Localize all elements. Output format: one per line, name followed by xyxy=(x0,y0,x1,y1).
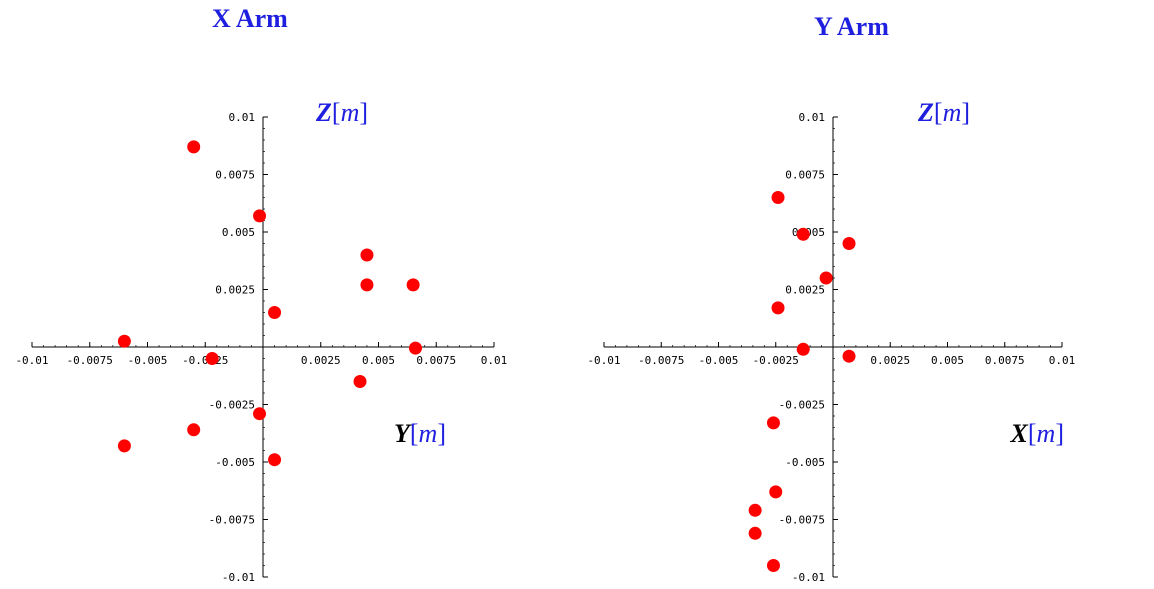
x-arm-x-tick-label: 0.0075 xyxy=(416,354,456,367)
y-arm-data-point xyxy=(766,416,780,430)
y-arm-y-tick-label: 0.01 xyxy=(799,111,826,124)
y-arm-chart-title: Y Arm xyxy=(814,12,889,41)
y-arm-data-point xyxy=(796,227,810,241)
y-arm-data-point xyxy=(748,503,762,517)
x-arm-plot: -0.01 -0.0075 -0.005 -0.0025 0.0025 0.005 0.00… xyxy=(15,98,507,584)
x-arm-data-point xyxy=(253,209,267,223)
y-arm-x-tick-label: 0.01 xyxy=(1049,354,1076,367)
y-arm-x-tick-label: 0.0075 xyxy=(985,354,1025,367)
y-arm-x-tick-label: -0.0075 xyxy=(638,354,684,367)
y-arm-data-point xyxy=(769,485,783,499)
y-arm-data-point xyxy=(766,559,780,572)
y-arm-x-tick-label: -0.01 xyxy=(587,354,620,367)
y-arm-data-point xyxy=(819,271,833,285)
x-arm-y-tick-label: 0.01 xyxy=(229,111,256,124)
x-arm-data-point xyxy=(187,423,201,437)
y-arm-data-point xyxy=(771,301,785,315)
x-arm-x-axis-label: Y[m] xyxy=(394,419,446,448)
y-arm-x-axis-label: X[m] xyxy=(1010,419,1064,448)
x-arm-data-point xyxy=(353,375,367,388)
x-arm-data-point xyxy=(117,439,131,453)
x-arm-chart-title: X Arm xyxy=(212,4,288,33)
x-arm-x-tick-label: -0.0025 xyxy=(182,354,228,367)
x-arm-y-tick-label: -0.0075 xyxy=(209,514,255,527)
y-arm-y-tick-label: 0.0025 xyxy=(785,284,825,297)
x-arm-y-tick-label: 0.0075 xyxy=(215,169,255,182)
x-arm-data-point xyxy=(268,453,282,467)
x-arm-y-tick-label: -0.0025 xyxy=(209,399,255,412)
y-arm-data-point xyxy=(748,526,762,540)
x-arm-y-axis-label: Z[m] xyxy=(315,98,368,127)
x-arm-data-point xyxy=(117,334,131,348)
y-arm-plot: -0.01 -0.0075 -0.005 -0.0025 0.0025 0.005 0.00… xyxy=(587,98,1075,584)
x-arm-data-point xyxy=(360,248,374,262)
x-arm-data-point xyxy=(253,407,267,421)
y-arm-x-tick-label: -0.005 xyxy=(699,354,739,367)
y-arm-x-tick-label: -0.0025 xyxy=(753,354,799,367)
y-arm-y-tick-label: -0.0025 xyxy=(779,399,825,412)
x-arm-data-point xyxy=(268,306,282,319)
x-arm-data-point xyxy=(408,341,422,355)
y-arm-x-tick-label: 0.005 xyxy=(931,354,964,367)
x-arm-y-tick-label: 0.0025 xyxy=(215,284,255,297)
x-arm-data-point xyxy=(360,278,374,292)
x-arm-x-tick-label: -0.0075 xyxy=(67,354,113,367)
x-arm-data-point xyxy=(406,278,420,292)
x-arm-y-tick-label: -0.01 xyxy=(222,571,255,584)
x-arm-x-tick-label: 0.0025 xyxy=(301,354,341,367)
y-arm-data-point xyxy=(842,349,856,363)
x-arm-data-point xyxy=(205,352,219,365)
x-arm-y-tick-label: -0.005 xyxy=(215,456,255,469)
y-arm-data-point xyxy=(842,237,856,250)
x-arm-x-tick-label: 0.005 xyxy=(362,354,395,367)
y-arm-y-tick-label: -0.01 xyxy=(792,571,825,584)
y-arm-data-point xyxy=(796,342,810,356)
y-arm-y-axis-label: Z[m] xyxy=(917,98,970,127)
x-arm-data-point xyxy=(187,140,201,154)
x-arm-x-tick-label: -0.01 xyxy=(15,354,48,367)
y-arm-y-tick-label: -0.0075 xyxy=(779,514,825,527)
y-arm-x-tick-label: 0.0025 xyxy=(870,354,910,367)
y-arm-data-point xyxy=(771,191,785,204)
y-arm-y-tick-label: -0.005 xyxy=(785,456,825,469)
x-arm-x-tick-label: -0.005 xyxy=(128,354,168,367)
x-arm-x-tick-label: 0.01 xyxy=(481,354,508,367)
x-arm-y-tick-label: 0.005 xyxy=(222,226,255,239)
y-arm-y-tick-label: 0.0075 xyxy=(785,169,825,182)
